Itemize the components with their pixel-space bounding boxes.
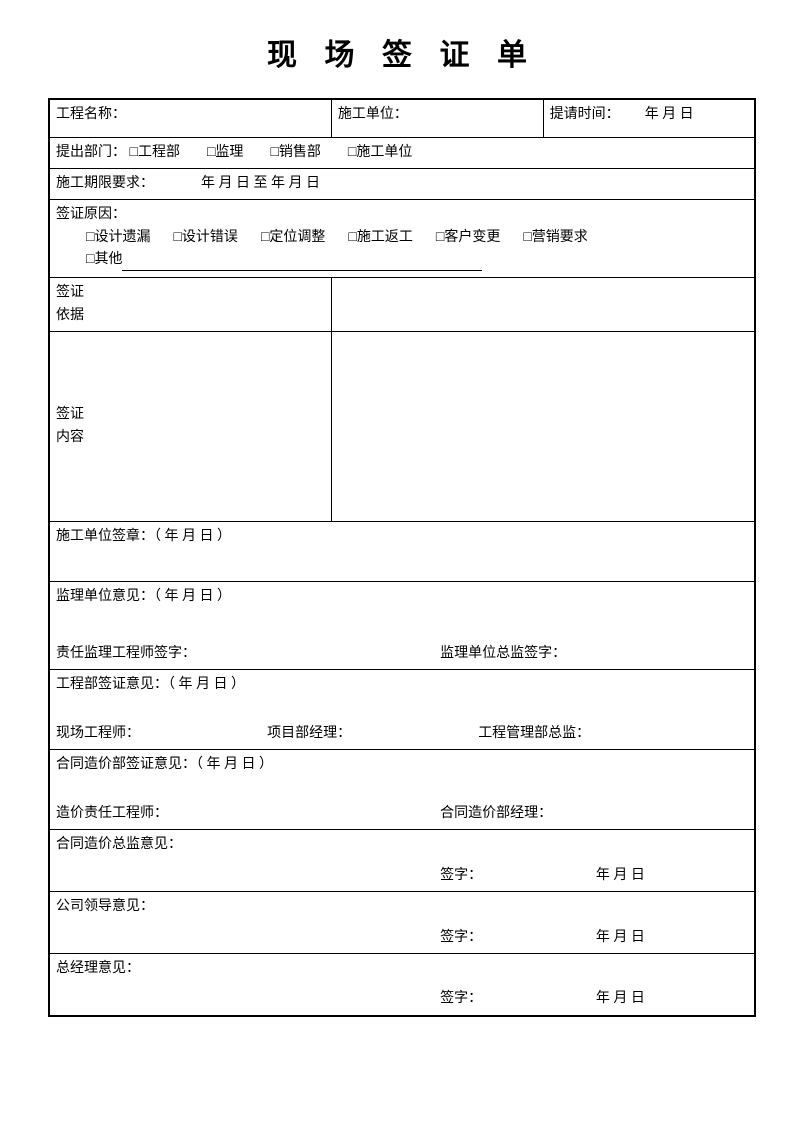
request-time-label: 提请时间： <box>550 107 620 122</box>
construction-unit-cell[interactable]: 施工单位： <box>331 99 543 137</box>
reason-opt-4[interactable]: □客户变更 <box>436 230 500 245</box>
gm-date: 年 月 日 <box>596 988 645 1010</box>
supervision-sig-right[interactable]: 监理单位总监签字： <box>440 643 566 665</box>
engdept-line1: 工程部签证意见：（ 年 月 日 ） <box>56 674 748 696</box>
basis-content[interactable] <box>331 278 755 332</box>
request-time-date: 年 月 日 <box>645 107 694 122</box>
reason-label: 签证原因： <box>56 204 748 226</box>
company-sig[interactable]: 签字： <box>440 927 592 949</box>
engdept-sig3[interactable]: 工程管理部总监： <box>478 723 590 745</box>
reason-other-line[interactable] <box>122 257 482 271</box>
basis-label-cell: 签证 依据 <box>49 278 331 332</box>
request-time-cell[interactable]: 提请时间： 年 月 日 <box>543 99 755 137</box>
company-date: 年 月 日 <box>596 927 645 949</box>
content-label-l2: 内容 <box>56 427 325 449</box>
content-label-cell: 签证 内容 <box>49 332 331 522</box>
reason-row[interactable]: 签证原因： □设计遗漏 □设计错误 □定位调整 □施工返工 □客户变更 □营销要… <box>49 200 755 278</box>
reason-opt-3[interactable]: □施工返工 <box>348 230 412 245</box>
gm-line1: 总经理意见： <box>56 958 748 980</box>
engdept-row[interactable]: 工程部签证意见：（ 年 月 日 ） 现场工程师： 项目部经理： 工程管理部总监： <box>49 670 755 750</box>
construction-sign-text: 施工单位签章：（ 年 月 日 ） <box>56 529 231 544</box>
contract-sig-left[interactable]: 造价责任工程师： <box>56 803 437 825</box>
engdept-sig1[interactable]: 现场工程师： <box>56 723 264 745</box>
reason-opt-2[interactable]: □定位调整 <box>261 230 325 245</box>
project-name-label: 工程名称： <box>56 107 126 122</box>
contract-dir-date: 年 月 日 <box>596 865 645 887</box>
construction-unit-label: 施工单位： <box>338 107 408 122</box>
company-row[interactable]: 公司领导意见： 签字： 年 月 日 <box>49 892 755 954</box>
contract-dir-sig[interactable]: 签字： <box>440 865 592 887</box>
dept-row[interactable]: 提出部门： □工程部 □监理 □销售部 □施工单位 <box>49 137 755 168</box>
supervision-line1: 监理单位意见：（ 年 月 日 ） <box>56 586 748 608</box>
dept-opt-3[interactable]: □施工单位 <box>348 145 412 160</box>
basis-label-l1: 签证 <box>56 282 325 304</box>
gm-row[interactable]: 总经理意见： 签字： 年 月 日 <box>49 954 755 1016</box>
period-row[interactable]: 施工期限要求： 年 月 日 至 年 月 日 <box>49 168 755 199</box>
basis-label-l2: 依据 <box>56 305 325 327</box>
form-table: 工程名称： 施工单位： 提请时间： 年 月 日 提出部门： □工程部 □监理 □… <box>48 98 756 1017</box>
contract-sig-right[interactable]: 合同造价部经理： <box>440 803 552 825</box>
supervision-sig-left[interactable]: 责任监理工程师签字： <box>56 643 437 665</box>
reason-opt-5[interactable]: □营销要求 <box>523 230 587 245</box>
engdept-sig2[interactable]: 项目部经理： <box>267 723 475 745</box>
supervision-row[interactable]: 监理单位意见：（ 年 月 日 ） 责任监理工程师签字： 监理单位总监签字： <box>49 582 755 670</box>
dept-label: 提出部门： <box>56 145 126 160</box>
company-line1: 公司领导意见： <box>56 896 748 918</box>
dept-opt-2[interactable]: □销售部 <box>270 145 320 160</box>
reason-other[interactable]: □其他 <box>86 252 122 267</box>
construction-sign-row[interactable]: 施工单位签章：（ 年 月 日 ） <box>49 522 755 582</box>
content-label-l1: 签证 <box>56 404 325 426</box>
reason-opt-0[interactable]: □设计遗漏 <box>86 230 150 245</box>
project-name-cell[interactable]: 工程名称： <box>49 99 331 137</box>
dept-opt-0[interactable]: □工程部 <box>130 145 180 160</box>
contract-dir-line1: 合同造价总监意见： <box>56 834 748 856</box>
dept-opt-1[interactable]: □监理 <box>207 145 243 160</box>
gm-sig[interactable]: 签字： <box>440 988 592 1010</box>
contract-row[interactable]: 合同造价部签证意见：（ 年 月 日 ） 造价责任工程师： 合同造价部经理： <box>49 750 755 830</box>
form-title: 现 场 签 证 单 <box>48 30 756 74</box>
period-label: 施工期限要求： <box>56 176 154 191</box>
contract-dir-row[interactable]: 合同造价总监意见： 签字： 年 月 日 <box>49 830 755 892</box>
reason-opt-1[interactable]: □设计错误 <box>173 230 237 245</box>
content-content[interactable] <box>331 332 755 522</box>
period-pattern: 年 月 日 至 年 月 日 <box>201 176 320 191</box>
contract-line1: 合同造价部签证意见：（ 年 月 日 ） <box>56 754 748 776</box>
